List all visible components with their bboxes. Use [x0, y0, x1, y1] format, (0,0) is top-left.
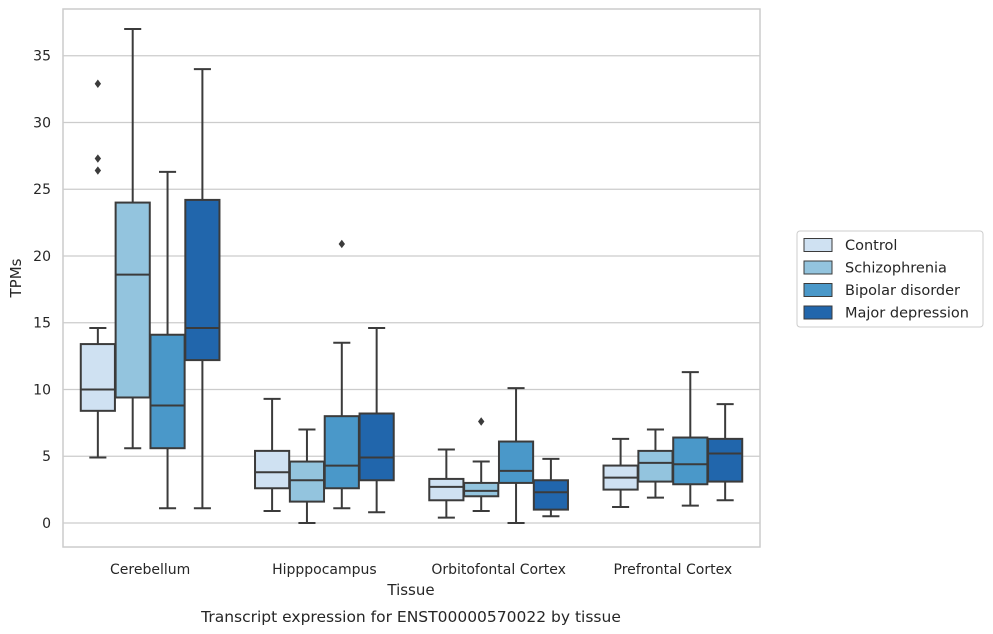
box-control — [602, 437, 639, 508]
outlier-point — [94, 154, 102, 163]
box-body — [114, 201, 151, 399]
box-schizophrenia — [463, 417, 500, 512]
x-tick-label: Hipppocampus — [272, 562, 377, 578]
y-tick-labels: 0 5 10 15 20 25 30 35 — [33, 49, 51, 532]
box-body — [79, 343, 116, 412]
y-tick-label: 15 — [33, 316, 51, 332]
box-body — [254, 449, 291, 490]
y-tick-label: 25 — [33, 182, 51, 198]
figure-caption: Transcript expression for ENST0000057002… — [200, 608, 621, 626]
legend-swatch — [803, 260, 833, 275]
x-tick-label: Cerebellum — [110, 562, 190, 578]
box-body — [288, 460, 326, 503]
legend-swatch — [803, 305, 833, 320]
box-bipolar-disorder — [323, 239, 360, 510]
outlier-point — [338, 239, 345, 249]
x-axis-title: Tissue — [386, 581, 434, 599]
box-plot-series — [79, 28, 744, 524]
legend-label: Major depression — [845, 306, 969, 322]
box-body — [672, 436, 709, 486]
plot-frame — [62, 8, 761, 548]
box-body — [497, 440, 535, 484]
x-tick-labels: Cerebellum Hipppocampus Orbitofontal Corte… — [110, 562, 732, 578]
box-body — [358, 412, 395, 482]
box-body — [707, 437, 744, 483]
legend-swatch — [803, 283, 833, 297]
y-tick-label: 10 — [33, 382, 51, 398]
box-major-depression — [358, 327, 395, 514]
outlier-point — [94, 166, 102, 175]
box-body — [323, 415, 360, 490]
box-control — [254, 397, 291, 512]
legend-label: Bipolar disorder — [845, 283, 960, 299]
box-body — [149, 333, 186, 450]
legend-label: Control — [845, 238, 897, 254]
y-tick-label: 20 — [33, 249, 51, 265]
y-axis-title: TPMs — [7, 258, 25, 298]
box-control — [79, 79, 116, 459]
box-body — [428, 477, 465, 502]
x-tick-label: Orbitofontal Cortex — [431, 562, 566, 578]
box-schizophrenia — [637, 428, 674, 499]
y-tick-label: 5 — [42, 449, 51, 465]
box-body — [463, 481, 500, 498]
y-tick-label: 35 — [33, 49, 51, 65]
x-tick-label: Prefrontal Cortex — [614, 562, 733, 578]
box-body — [184, 198, 221, 362]
legend-swatch — [803, 238, 833, 252]
box-major-depression — [532, 457, 569, 518]
box-major-depression — [184, 68, 221, 510]
box-major-depression — [707, 403, 744, 502]
legend-frame — [796, 230, 984, 328]
box-body — [637, 449, 674, 483]
y-tick-label: 0 — [42, 516, 51, 532]
box-bipolar-disorder — [149, 170, 186, 510]
legend-label: Schizophrenia — [845, 261, 947, 277]
box-schizophrenia — [288, 428, 326, 524]
y-tick-label: 30 — [33, 115, 51, 131]
legend: Control Schizophrenia Bipolar disorder Majo… — [796, 230, 984, 328]
outlier-point — [94, 79, 102, 88]
box-schizophrenia — [114, 28, 151, 450]
box-bipolar-disorder — [672, 371, 709, 507]
outlier-point — [478, 417, 485, 426]
box-body — [532, 479, 569, 511]
box-bipolar-disorder — [497, 387, 535, 524]
